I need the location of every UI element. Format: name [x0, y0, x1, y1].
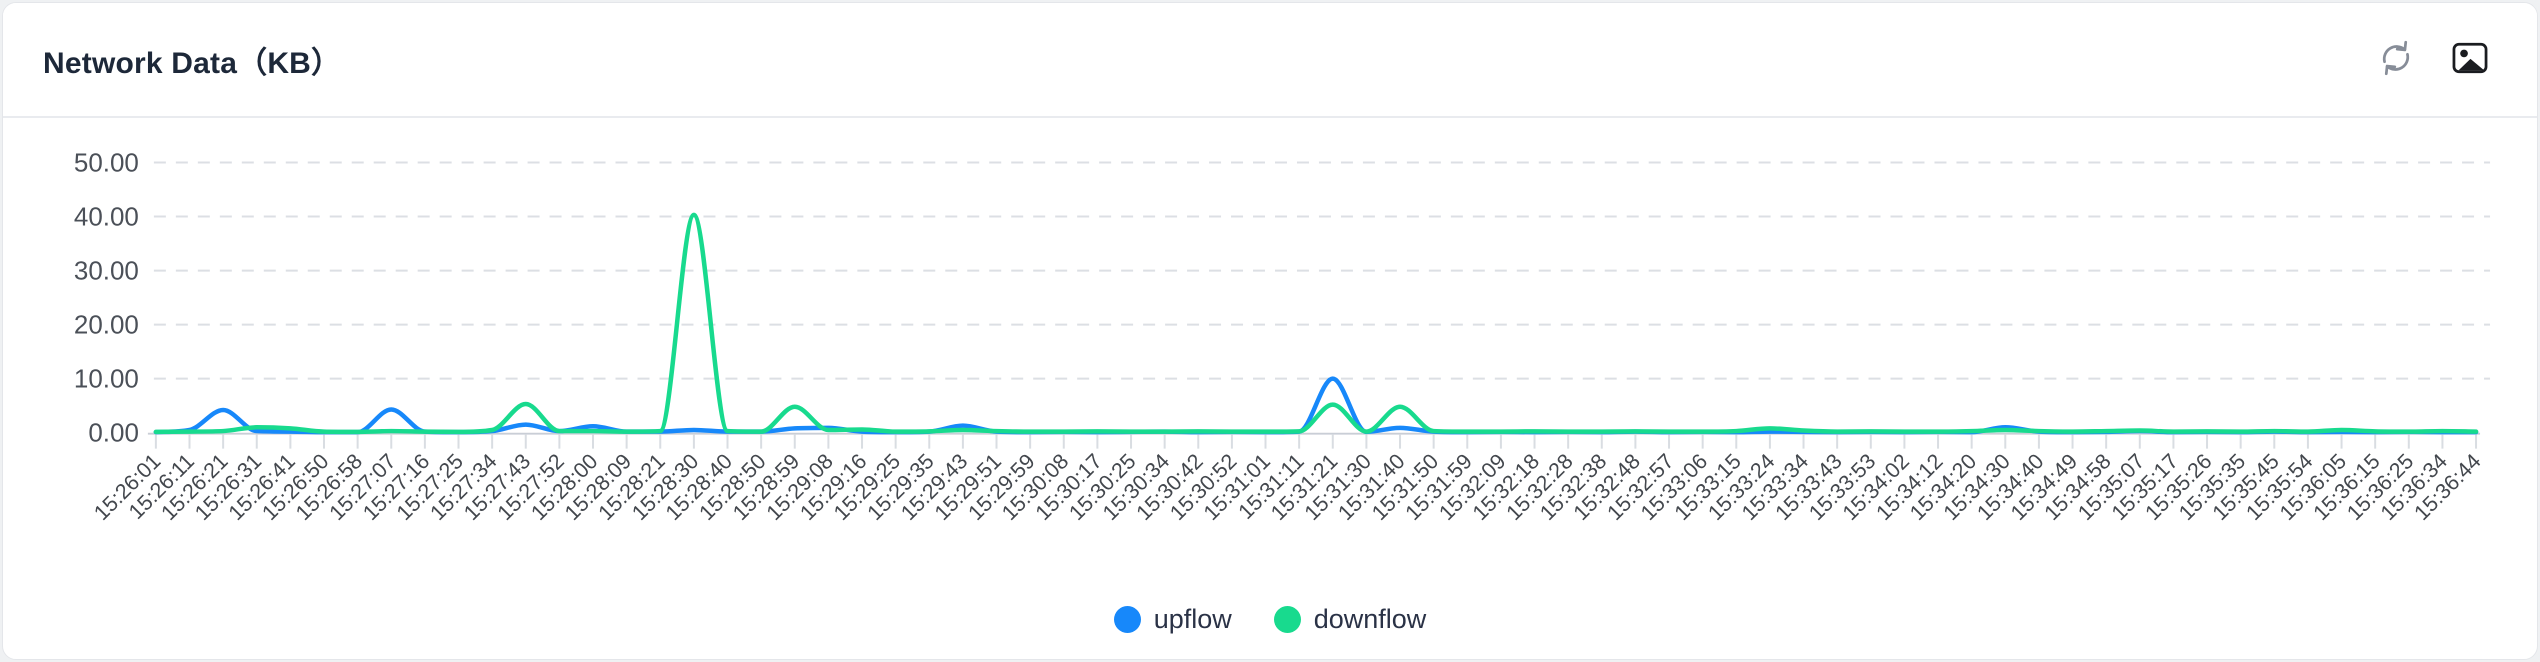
legend-item-downflow[interactable]: downflow [1273, 604, 1427, 635]
chart-area: 0.00 10.00 20.00 30.00 40.00 50.00 15:26:01 15:… [3, 3, 2537, 659]
y-axis-label: 20.00 [74, 312, 139, 340]
y-axis-label: 0.00 [88, 420, 139, 448]
series-line-downflow [153, 212, 2479, 435]
upflow-legend-dot [1113, 606, 1141, 633]
y-axis-label: 40.00 [74, 204, 139, 232]
y-axis-label: 10.00 [74, 366, 139, 394]
downflow-legend-dot [1273, 606, 1301, 633]
save-image-button[interactable] [2447, 37, 2493, 83]
header-actions [2373, 37, 2493, 83]
refresh-icon [2374, 36, 2418, 83]
y-axis-label: 30.00 [74, 258, 139, 286]
chart-legend: upflow downflow [3, 604, 2537, 635]
upflow-legend-label: upflow [1153, 604, 1232, 634]
legend-item-upflow[interactable]: upflow [1113, 604, 1232, 635]
chart-canvas: 0.0010.0020.0030.0040.0050.0015:26:0115:… [74, 150, 2491, 525]
refresh-button[interactable] [2373, 37, 2419, 83]
card-header: Network Data（KB） [3, 3, 2537, 118]
card-title: Network Data（KB） [43, 46, 342, 80]
y-axis-label: 50.00 [74, 150, 139, 178]
downflow-legend-label: downflow [1313, 604, 1427, 634]
save-as-image-icon [2448, 36, 2492, 83]
